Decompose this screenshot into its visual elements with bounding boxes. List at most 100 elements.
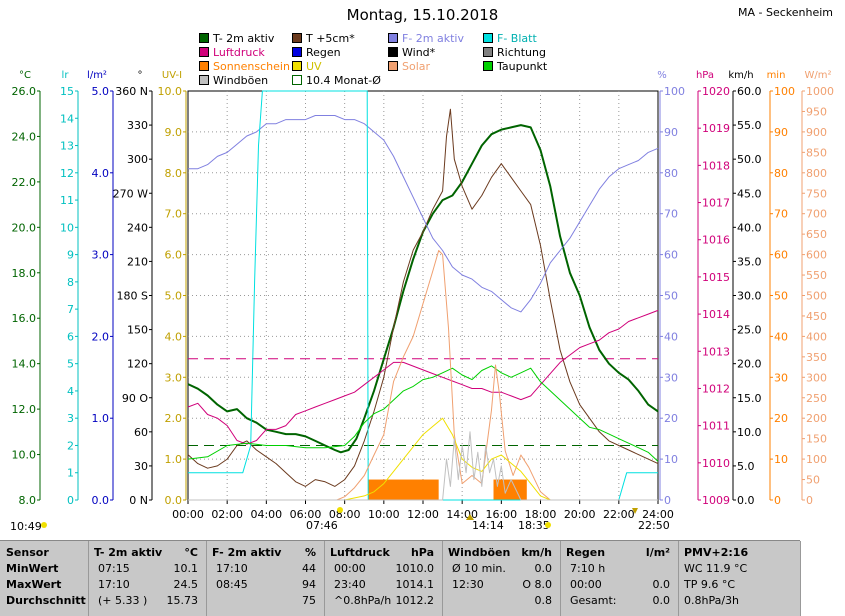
legend-label: Sonnenschein bbox=[213, 60, 290, 73]
tick-label-temp: 16.0 bbox=[12, 312, 37, 325]
tick-label-wind: 50.0 bbox=[737, 153, 762, 166]
x-tick-label: 22:00 bbox=[603, 508, 635, 521]
legend-label: Regen bbox=[306, 46, 341, 59]
legend-item: Regen bbox=[292, 46, 341, 59]
table-cell-time: 07:15 bbox=[98, 562, 130, 575]
table-column: Sensor MinWert MaxWert Durchschnitt bbox=[0, 541, 89, 616]
series-line bbox=[187, 108, 659, 487]
legend-item: Wind* bbox=[388, 46, 435, 59]
tick-label-uvi: 8.0 bbox=[165, 167, 183, 180]
table-column-unit: km/h bbox=[521, 546, 552, 559]
table-column: T- 2m aktiv °C 07:15 10.1 17:10 24.5 (+ 5.33 )… bbox=[88, 541, 207, 616]
tick-label-dir: 330 bbox=[127, 119, 148, 132]
legend-item: T +5cm* bbox=[292, 32, 355, 45]
legend-swatch bbox=[292, 75, 302, 85]
table-cell: WC 11.9 °C bbox=[684, 562, 748, 575]
tick-label-min: 0 bbox=[774, 494, 781, 507]
table-cell: TP 9.6 °C bbox=[684, 578, 736, 591]
tick-label-solar: 50 bbox=[806, 474, 820, 487]
tick-label-dir: 0 N bbox=[129, 494, 148, 507]
tick-label-rain: 0.0 bbox=[92, 494, 110, 507]
legend-label: F- 2m aktiv bbox=[402, 32, 464, 45]
tick-label-wind: 55.0 bbox=[737, 119, 762, 132]
tick-label-rain: 2.0 bbox=[92, 330, 110, 343]
tick-label-min: 50 bbox=[774, 290, 788, 303]
tick-label-press: 1014 bbox=[702, 308, 730, 321]
tick-label-hum: 0 bbox=[664, 494, 671, 507]
tick-label-solar: 450 bbox=[806, 310, 827, 323]
legend-item: F- Blatt bbox=[483, 32, 537, 45]
tick-label-solar: 100 bbox=[806, 453, 827, 466]
table-column-unit: °C bbox=[184, 546, 198, 559]
tick-label-min: 90 bbox=[774, 126, 788, 139]
tick-label-uvi: 7.0 bbox=[165, 208, 183, 221]
table-column-unit: hPa bbox=[410, 546, 434, 559]
tick-label-solar: 0 bbox=[806, 494, 813, 507]
table-cell-time: (+ 5.33 ) bbox=[98, 594, 148, 607]
tick-label-solar: 400 bbox=[806, 330, 827, 343]
tick-label-uvi: 0.0 bbox=[165, 494, 183, 507]
x-tick-label: 24:00 bbox=[642, 508, 674, 521]
tick-label-solar: 750 bbox=[806, 187, 827, 200]
tick-label-min: 20 bbox=[774, 412, 788, 425]
station-name: MA - Seckenheim bbox=[737, 6, 833, 19]
tick-label-lr: 4 bbox=[67, 385, 74, 398]
table-cell-value: 0.8 bbox=[534, 594, 553, 607]
x-tick-label: 04:00 bbox=[250, 508, 282, 521]
x-tick-label: 06:00 bbox=[290, 508, 322, 521]
table-cell-time: Gesamt: bbox=[570, 594, 617, 607]
legend-swatch bbox=[292, 61, 302, 71]
table-cell-value: 44 bbox=[302, 562, 316, 575]
weather-chart: °C8.010.012.014.016.018.020.022.024.026.… bbox=[10, 70, 834, 533]
axis-unit-uvi: UV-I bbox=[162, 70, 182, 81]
table-row-label: Durchschnitt bbox=[6, 594, 86, 607]
x-tick-label: 12:00 bbox=[407, 508, 439, 521]
tick-label-min: 70 bbox=[774, 208, 788, 221]
series-line bbox=[187, 365, 659, 462]
table-row-label: MaxWert bbox=[6, 578, 62, 591]
tick-label-uvi: 10.0 bbox=[158, 85, 183, 98]
series-line bbox=[187, 124, 659, 454]
tick-label-min: 80 bbox=[774, 167, 788, 180]
tick-label-solar: 550 bbox=[806, 269, 827, 282]
legend-item: Luftdruck bbox=[199, 46, 265, 59]
tick-label-hum: 90 bbox=[664, 126, 678, 139]
tick-label-dir: 90 O bbox=[122, 392, 148, 405]
legend-item: F- 2m aktiv bbox=[388, 32, 464, 45]
tick-label-solar: 600 bbox=[806, 249, 827, 262]
tick-label-min: 30 bbox=[774, 371, 788, 384]
legend-swatch bbox=[199, 47, 209, 57]
tick-label-temp: 20.0 bbox=[12, 221, 37, 234]
tick-label-wind: 5.0 bbox=[737, 460, 755, 473]
event-label: 10:49 bbox=[10, 520, 42, 533]
legend-swatch bbox=[483, 33, 493, 43]
tick-label-min: 10 bbox=[774, 453, 788, 466]
legend-label: F- Blatt bbox=[497, 32, 537, 45]
tick-label-temp: 26.0 bbox=[12, 85, 37, 98]
legend-label: Wind* bbox=[402, 46, 436, 59]
legend-item: 10.4 Monat-Ø bbox=[292, 74, 381, 87]
legend-item: Taupunkt bbox=[483, 60, 547, 73]
tick-label-wind: 60.0 bbox=[737, 85, 762, 98]
tick-label-dir: 120 bbox=[127, 358, 148, 371]
table-column-header: F- 2m aktiv bbox=[212, 546, 282, 559]
x-tick-label: 18:00 bbox=[525, 508, 557, 521]
legend-item: Sonnenschein bbox=[199, 60, 290, 73]
axis-unit-temp: °C bbox=[19, 70, 31, 81]
table-cell-value: 10.1 bbox=[173, 562, 199, 575]
chart-title: Montag, 15.10.2018 bbox=[346, 6, 499, 24]
axis-unit-rain: l/m² bbox=[87, 70, 107, 81]
table-cell-value: 0.0 bbox=[652, 578, 671, 591]
tick-label-rain: 3.0 bbox=[92, 249, 110, 262]
tick-label-rain: 4.0 bbox=[92, 167, 110, 180]
tick-label-hum: 20 bbox=[664, 412, 678, 425]
tick-label-temp: 22.0 bbox=[12, 176, 37, 189]
event-label: 14:14 bbox=[472, 519, 504, 532]
tick-label-hum: 100 bbox=[664, 85, 685, 98]
sun-icon bbox=[41, 522, 47, 528]
series-line bbox=[188, 417, 658, 501]
axis-unit-press: hPa bbox=[696, 70, 714, 81]
table-cell-time: ^0.8hPa/h bbox=[334, 594, 392, 607]
x-tick-label: 16:00 bbox=[485, 508, 517, 521]
legend-swatch bbox=[199, 33, 209, 43]
